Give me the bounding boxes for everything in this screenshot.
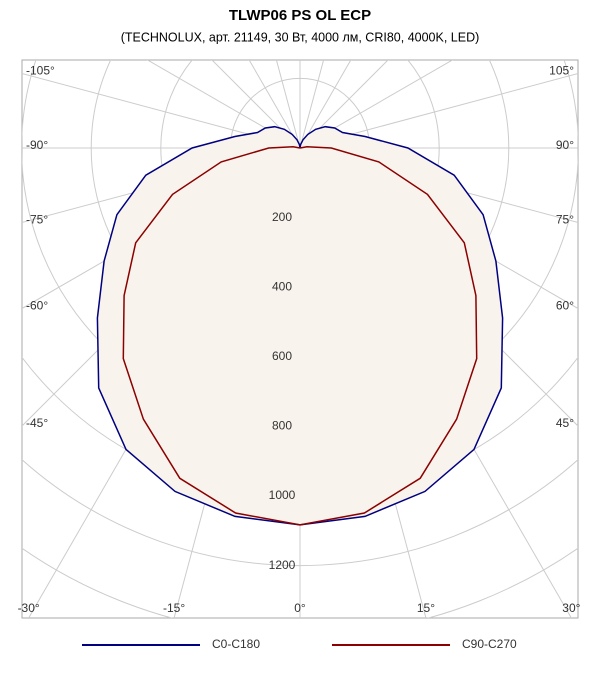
ray [299,60,352,149]
ray [299,72,578,149]
plot-area [96,125,504,526]
r-tick-label: 400 [272,279,292,293]
angle-label: 60° [556,299,574,313]
r-tick-label: 1200 [269,558,296,572]
legend-label: C90-C270 [462,637,517,651]
ray [299,60,389,149]
angle-label: -30° [18,601,40,615]
angle-label: -75° [26,213,48,227]
angle-label: -60° [26,299,48,313]
r-tick-label: 1000 [269,488,296,502]
ray [211,60,301,149]
r-tick-label: 200 [272,210,292,224]
angle-label: -15° [163,601,185,615]
ray [22,72,301,149]
ray [146,60,301,149]
ray [248,60,301,149]
angle-label: 0° [294,601,306,615]
angle-label: 105° [549,64,574,78]
fill-area [123,146,477,525]
angle-label: -90° [26,138,48,152]
angle-label: -45° [26,416,48,430]
ray [299,60,454,149]
angle-label: -105° [26,64,55,78]
chart-title: TLWP06 PS OL ECP [229,7,371,24]
series-line [122,146,478,526]
angle-label: 90° [556,138,574,152]
angle-label: 75° [556,213,574,227]
angle-label: 45° [556,416,574,430]
chart-subtitle: (TECHNOLUX, арт. 21149, 30 Вт, 4000 лм, … [121,30,480,44]
legend-label: C0-C180 [212,637,260,651]
legend: C0-C180 C90-C270 [82,637,517,651]
labels: -105° -90° -75° -60° -45° -30° -15° 0° 15° 30° 45°… [18,64,581,615]
r-tick-label: 600 [272,349,292,363]
r-tick-label: 800 [272,419,292,433]
angle-label: 30° [562,601,580,615]
angle-label: 15° [417,601,435,615]
